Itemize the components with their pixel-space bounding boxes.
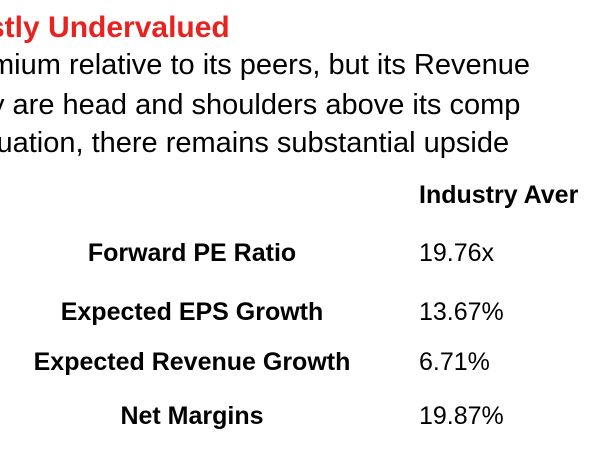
body-text-line-1: mium relative to its peers, but its Reve… — [0, 49, 530, 81]
metric-label-net-margins: Net Margins — [120, 402, 264, 430]
body-text-line-3: luation, there remains substantial upsid… — [0, 127, 510, 159]
metric-label-eps-growth: Expected EPS Growth — [60, 298, 324, 326]
metric-value-net-margins: 19.87% — [419, 402, 504, 430]
metric-label-revenue-growth: Expected Revenue Growth — [33, 348, 351, 376]
body-text-line-2: y are head and shoulders above its comp — [0, 89, 521, 121]
metric-value-forward-pe: 19.76x — [419, 239, 495, 267]
metric-value-eps-growth: 13.67% — [419, 298, 504, 326]
slide-title: stly Undervalued — [0, 11, 230, 44]
industry-average-column-header: Industry Aver — [419, 181, 579, 209]
metric-label-forward-pe: Forward PE Ratio — [87, 239, 297, 267]
metric-value-revenue-growth: 6.71% — [419, 348, 490, 376]
